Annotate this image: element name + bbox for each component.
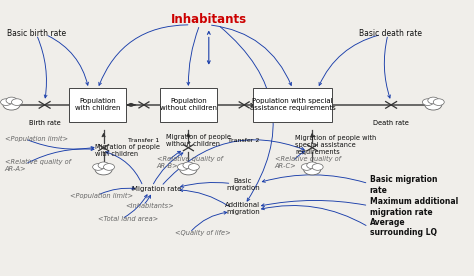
Circle shape [92,164,104,170]
Circle shape [188,164,200,170]
Circle shape [3,100,20,110]
Text: Basic birth rate: Basic birth rate [7,29,66,38]
Text: <Population limit>: <Population limit> [5,136,68,142]
Text: <Relative quality of
AR-A>: <Relative quality of AR-A> [5,159,71,172]
Circle shape [307,162,318,169]
Circle shape [6,97,17,104]
Text: Migration of people
with children: Migration of people with children [95,144,160,157]
Circle shape [422,99,433,105]
Text: Additional
migration: Additional migration [225,202,260,215]
Text: Migration of people with
special assistance
requirements: Migration of people with special assista… [295,135,376,155]
FancyBboxPatch shape [69,88,126,122]
Circle shape [177,164,189,170]
Text: Population
with children: Population with children [75,98,120,112]
FancyBboxPatch shape [253,88,332,122]
Circle shape [304,164,321,175]
Circle shape [433,99,444,105]
Text: Basic migration
rate: Basic migration rate [370,175,438,195]
Circle shape [0,99,11,105]
Text: Birth rate: Birth rate [29,120,61,126]
Text: <Population limit>: <Population limit> [71,193,134,199]
Text: Inhabitants: Inhabitants [171,13,247,26]
Text: Population
without children: Population without children [160,98,217,112]
Text: <Relative quality of
AR-B>: <Relative quality of AR-B> [156,156,223,169]
Text: Migration of people
without children: Migration of people without children [166,134,231,147]
Text: Basic death rate: Basic death rate [359,29,422,38]
Text: Population with special
assistance requirements: Population with special assistance requi… [250,98,336,112]
Text: Migration rate: Migration rate [132,186,182,192]
Circle shape [98,162,109,169]
Text: <Quality of life>: <Quality of life> [175,230,230,236]
Text: Transfer 2: Transfer 2 [228,138,260,143]
Circle shape [425,100,442,110]
Text: Maximum additional
migration rate: Maximum additional migration rate [370,197,458,217]
Text: Basic
migration: Basic migration [226,178,260,192]
Text: <Total land area>: <Total land area> [98,216,158,222]
Text: <Relative quality of
AR-C>: <Relative quality of AR-C> [274,156,340,169]
Circle shape [301,164,312,170]
Circle shape [183,162,194,169]
Circle shape [95,164,112,175]
Text: Death rate: Death rate [373,120,409,126]
Circle shape [428,97,439,104]
Text: Transfer 1: Transfer 1 [128,138,160,143]
Circle shape [180,164,197,175]
Text: Average
surrounding LQ: Average surrounding LQ [370,218,437,237]
Circle shape [103,164,115,170]
FancyBboxPatch shape [160,88,217,122]
Circle shape [11,99,22,105]
Circle shape [312,164,323,170]
Text: <Inhabitants>: <Inhabitants> [125,203,173,209]
